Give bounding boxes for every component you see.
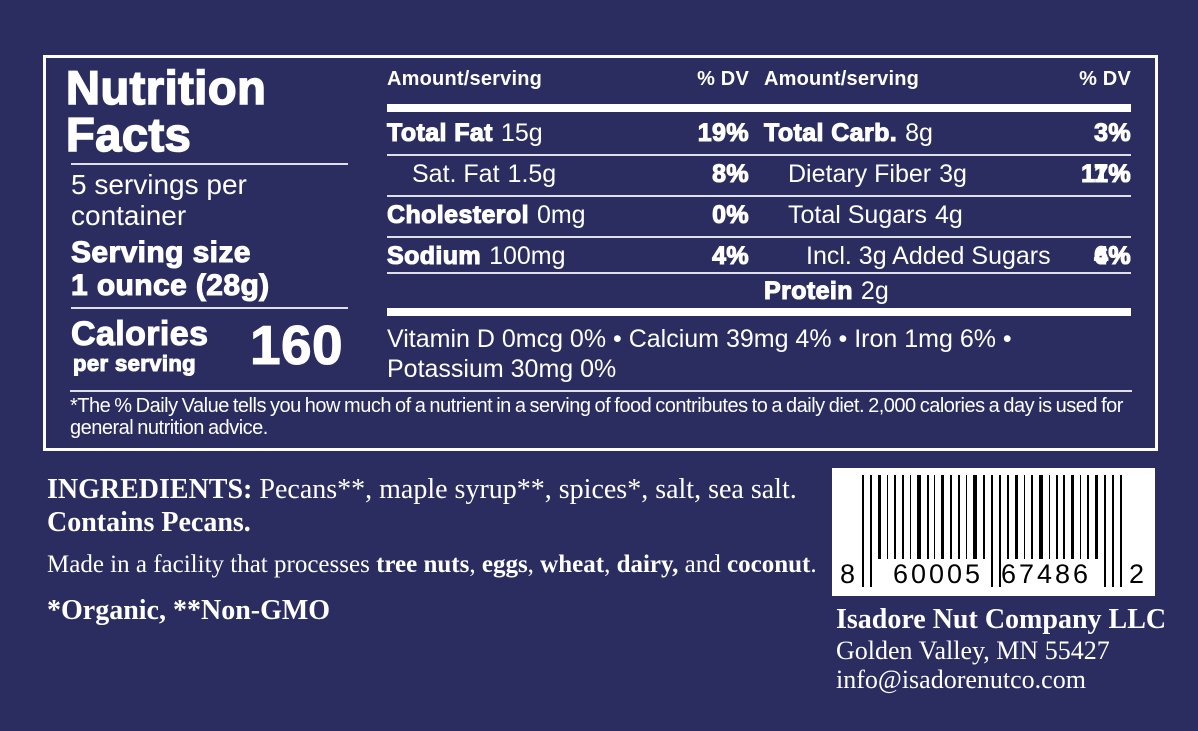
row-total-fat: Total Fat 15g 19% [386,118,749,148]
dv-value-overlapped: 6% 4% [1094,241,1132,270]
nutrient-name: Protein [763,276,853,305]
divider [70,390,1132,392]
dv-value: 4% [712,241,750,270]
table-header-right: Amount/serving % DV [764,68,1131,91]
nutrient-amount: 100mg [489,242,566,270]
title-line-1: Nutrition [65,61,267,114]
micronutrients: Vitamin D 0mcg 0% • Calcium 39mg 4% • Ir… [387,324,1107,384]
thick-divider [387,308,1131,316]
daily-value-footnote: *The % Daily Value tells you how much of… [70,395,1123,439]
dv-header: % DV [1079,68,1131,90]
title-line-2: Facts [65,108,192,161]
nutrient-name: Sat. Fat [412,160,500,188]
row-protein: Protein 2g [763,276,889,306]
calories-label: Calories [70,314,209,353]
nutrient-amount: 8g [905,119,933,147]
micronutrients-line-2: Potassium 30mg 0% [387,355,617,383]
amount-serving-header: Amount/serving [764,68,920,90]
facility-allergen-line: Made in a facility that processes tree n… [47,551,817,578]
divider [387,154,1131,156]
company-name: Isadore Nut Company LLC [836,604,1167,635]
nutrient-amount: 4g [934,201,963,229]
divider [71,163,348,165]
nutrient-name: Total Sugars [788,201,927,229]
nutrition-facts-title: Nutrition Facts [65,61,267,161]
nutrient-name: Total Carb. [763,118,898,147]
row-dietary-fiber: Dietary Fiber 3g 11% 7% [764,159,1132,189]
nutrient-name: Cholesterol [386,200,529,229]
barcode-digit-group-2: 67486 [1000,559,1092,589]
calories-sublabel: per serving [72,350,197,376]
company-address: Golden Valley, MN 55427 [836,636,1110,665]
row-sodium: Sodium 100mg 4% [386,241,750,271]
serving-size-value: 1 ounce (28g) [70,268,270,302]
row-cholesterol: Cholesterol 0mg 0% [386,200,750,230]
row-sat-fat: Sat. Fat 1.5g 8% [387,159,750,189]
table-header-left: Amount/serving % DV [387,68,749,91]
dv-value: 8% [712,159,750,188]
nutrient-amount: 15g [500,119,543,147]
ingredients-line: INGREDIENTS: Pecans**, maple syrup**, sp… [47,474,797,505]
dv-value: 19% [697,118,749,147]
thick-divider [387,104,1131,112]
divider [387,236,1131,238]
nutrient-name: Dietary Fiber [788,160,932,188]
barcode-digit-group-1: 60005 [892,559,984,589]
divider [71,307,348,309]
dv-value: 0% [712,200,750,229]
nutrient-amount: 3g [939,160,967,188]
row-total-sugars: Total Sugars 4g [764,201,1131,230]
company-email: info@isadorenutco.com [836,665,1086,694]
nutrient-amount: 1.5g [507,160,557,188]
barcode-bars [862,475,1122,587]
dv-value-overlapped: 11% 7% [1081,159,1132,188]
amount-serving-header: Amount/serving [387,68,543,90]
dv-header: % DV [697,68,749,90]
nutrient-name: Total Fat [386,118,493,147]
micronutrients-line-1: Vitamin D 0mcg 0% • Calcium 39mg 4% • Ir… [387,325,1012,353]
nutrient-name: Sodium [386,241,482,270]
dv-value: 3% [1094,118,1132,147]
contains-line: Contains Pecans. [47,507,251,538]
divider [387,195,1131,197]
divider [387,272,1131,274]
barcode-digit-left: 8 [840,559,856,589]
organic-nongmo-legend: *Organic, **Non-GMO [47,595,331,626]
barcode-digit-right: 2 [1129,559,1145,589]
nutrient-amount: 0mg [536,201,586,229]
calories-value: 160 [249,314,343,376]
servings-per-container: 5 servings per container [71,169,247,231]
serving-size-label: Serving size [70,235,251,269]
row-total-carb: Total Carb. 8g 3% [763,118,1132,148]
upc-barcode: 8 60005 67486 2 [832,468,1155,596]
nutrient-name: Incl. 3g Added Sugars [806,242,1051,270]
row-added-sugars: Incl. 3g Added Sugars 6% 4% [764,241,1132,271]
nutrition-facts-panel: Nutrition Facts 5 servings per container… [43,55,1158,451]
nutrient-amount: 2g [860,277,889,305]
